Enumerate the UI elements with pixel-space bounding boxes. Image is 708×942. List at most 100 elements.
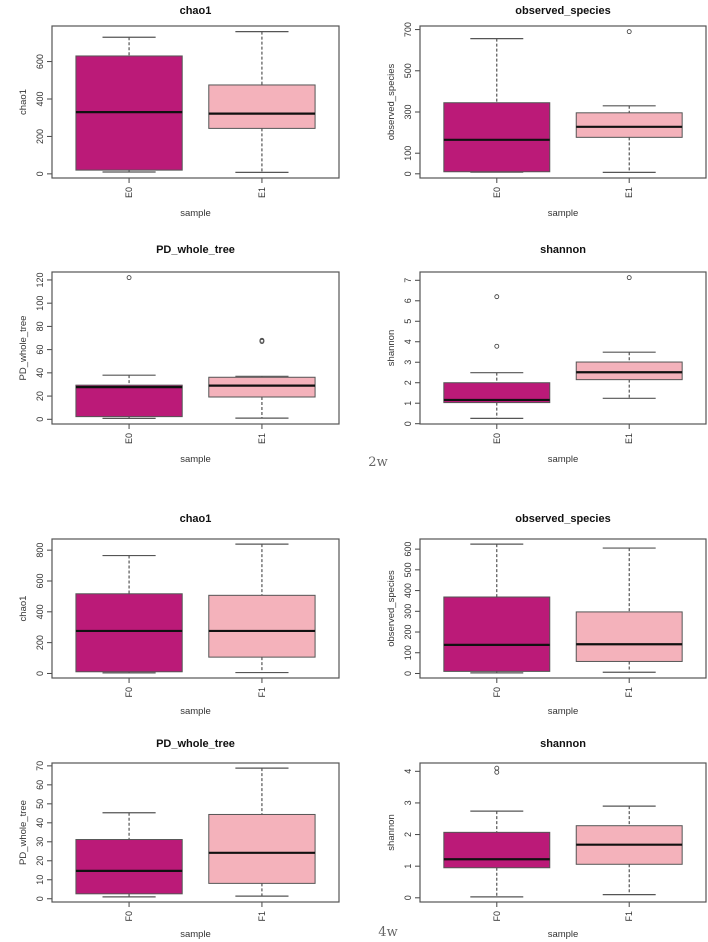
boxplot-panel: shannon E0 E1 0 1 2 3 4 5 6 7 shannon sample xyxy=(386,244,707,465)
box-F0 xyxy=(443,765,551,898)
outlier-point xyxy=(126,275,132,281)
timepoint-label-2w: 2w xyxy=(368,455,387,470)
x-tick-label: E1 xyxy=(257,433,267,444)
y-tick-label: 0 xyxy=(35,417,45,422)
box-E1 xyxy=(575,275,683,399)
y-tick-label: 3 xyxy=(403,360,413,365)
x-axis-label: sample xyxy=(180,454,211,465)
boxplot-panel: PD_whole_tree F0 F1 0 10 20 30 40 50 60 70 PD_whole… xyxy=(18,738,340,940)
panel-title: PD_whole_tree xyxy=(156,244,235,256)
y-tick-label: 5 xyxy=(403,319,413,324)
box-F0 xyxy=(443,543,551,674)
iqr-box xyxy=(208,84,316,129)
y-tick-label: 100 xyxy=(403,146,413,161)
y-tick-label: 500 xyxy=(403,562,413,577)
box-E1 xyxy=(208,31,316,173)
iqr-box xyxy=(575,361,683,381)
y-tick-label: 0 xyxy=(403,895,413,900)
box-E0 xyxy=(443,294,551,419)
y-axis-label: chao1 xyxy=(18,89,29,115)
y-tick-label: 50 xyxy=(35,799,45,809)
x-tick-label: F1 xyxy=(257,687,267,698)
iqr-box xyxy=(443,596,551,672)
box-F1 xyxy=(575,547,683,673)
y-tick-label: 4 xyxy=(403,769,413,774)
y-tick-label: 1 xyxy=(403,401,413,406)
x-axis-label: sample xyxy=(548,706,579,717)
plot-frame xyxy=(51,538,340,679)
box-E0 xyxy=(75,36,183,173)
y-axis-label: PD_whole_tree xyxy=(18,316,29,381)
box-E0 xyxy=(443,38,551,173)
plot-frame xyxy=(51,271,340,425)
x-tick-label: F0 xyxy=(124,911,134,922)
x-tick-label: F1 xyxy=(257,911,267,922)
box-F0 xyxy=(75,554,183,674)
outlier-point xyxy=(494,769,500,775)
panel-title: chao1 xyxy=(180,513,212,525)
x-axis-label: sample xyxy=(548,208,579,219)
y-tick-label: 30 xyxy=(35,837,45,847)
iqr-box xyxy=(208,594,316,658)
y-tick-label: 500 xyxy=(403,63,413,78)
panel-title: observed_species xyxy=(515,5,610,17)
y-tick-label: 700 xyxy=(403,22,413,37)
boxplot-panel: chao1 F0 F1 0 200 400 600 800 chao1 sample xyxy=(18,513,340,717)
box-E1 xyxy=(208,337,316,419)
y-axis-label: observed_species xyxy=(386,570,397,647)
panel-title: PD_whole_tree xyxy=(156,738,235,750)
y-tick-label: 400 xyxy=(35,604,45,619)
x-tick-label: F0 xyxy=(492,911,502,922)
y-tick-label: 100 xyxy=(403,645,413,660)
boxplot-panel: chao1 E0 E1 0 200 400 600 chao1 sample xyxy=(18,5,340,219)
plot-frame xyxy=(419,538,707,679)
iqr-box xyxy=(75,593,183,673)
box-F1 xyxy=(208,767,316,897)
x-axis-label: sample xyxy=(180,208,211,219)
y-tick-label: 10 xyxy=(35,875,45,885)
iqr-box xyxy=(443,831,551,869)
iqr-box xyxy=(575,611,683,662)
plot-frame xyxy=(419,762,707,903)
y-tick-label: 0 xyxy=(35,171,45,176)
y-tick-label: 60 xyxy=(35,345,45,355)
x-tick-label: E1 xyxy=(257,187,267,198)
iqr-box xyxy=(75,839,183,895)
y-tick-label: 3 xyxy=(403,800,413,805)
y-tick-label: 60 xyxy=(35,780,45,790)
iqr-box xyxy=(208,376,316,398)
panel-title: observed_species xyxy=(515,513,610,525)
y-tick-label: 2 xyxy=(403,832,413,837)
box-F0 xyxy=(75,812,183,898)
outlier-point xyxy=(626,275,632,281)
y-tick-label: 2 xyxy=(403,380,413,385)
box-F1 xyxy=(208,543,316,674)
x-tick-label: E0 xyxy=(124,187,134,198)
x-tick-label: E1 xyxy=(624,187,634,198)
y-tick-label: 20 xyxy=(35,856,45,866)
iqr-box xyxy=(443,102,551,173)
y-tick-label: 200 xyxy=(403,625,413,640)
box-E1 xyxy=(575,29,683,173)
plot-frame xyxy=(419,271,707,425)
box-F1 xyxy=(575,805,683,896)
outlier-point xyxy=(494,765,500,771)
x-tick-label: F1 xyxy=(624,687,634,698)
outlier-point xyxy=(494,343,500,349)
y-tick-label: 600 xyxy=(35,573,45,588)
y-tick-label: 20 xyxy=(35,391,45,401)
x-axis-label: sample xyxy=(548,454,579,465)
y-tick-label: 300 xyxy=(403,104,413,119)
boxplot-panel: shannon F0 F1 0 1 2 3 4 shannon sample xyxy=(386,738,707,940)
x-tick-label: F1 xyxy=(624,911,634,922)
y-tick-label: 70 xyxy=(35,761,45,771)
plot-frame xyxy=(419,25,707,179)
y-tick-label: 1 xyxy=(403,864,413,869)
x-tick-label: E0 xyxy=(492,187,502,198)
y-tick-label: 600 xyxy=(35,54,45,69)
plot-frame xyxy=(51,762,340,903)
box-E0 xyxy=(75,275,183,419)
x-tick-label: E0 xyxy=(124,433,134,444)
x-tick-label: E0 xyxy=(492,433,502,444)
